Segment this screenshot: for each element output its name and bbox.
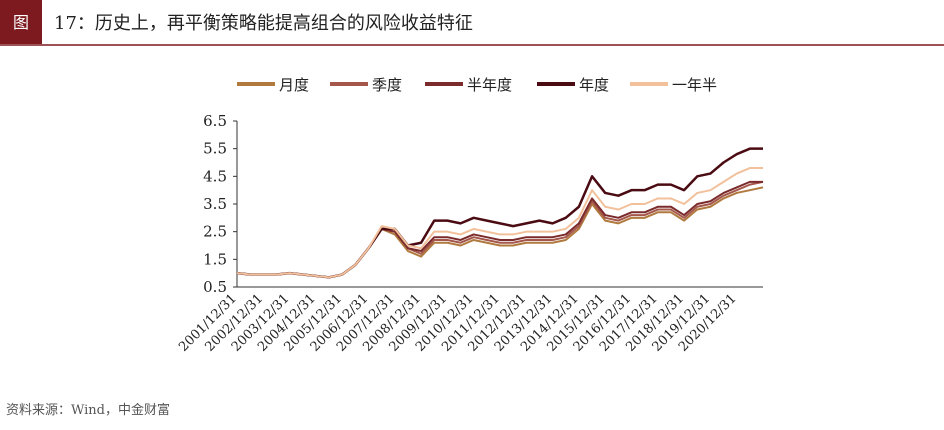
legend-label: 半年度: [467, 76, 512, 94]
series-line: [236, 167, 763, 279]
y-tick-label: 2.5: [203, 223, 227, 241]
legend-label: 季度: [372, 76, 402, 94]
badge-box: [0, 0, 42, 44]
y-tick-label: 0.5: [203, 278, 227, 296]
series-line: [236, 147, 763, 279]
source: 资料来源：Wind，中金财富: [6, 402, 170, 418]
y-tick-label: 4.5: [203, 167, 227, 185]
legend-label: 月度: [279, 76, 309, 94]
y-tick-label: 5.5: [203, 140, 227, 158]
legend-label: 年度: [579, 76, 609, 94]
y-tick-label: 1.5: [203, 250, 227, 268]
legend-label: 一年半: [672, 76, 717, 94]
y-tick-label: 3.5: [203, 195, 227, 213]
header-title: 17：历史上，再平衡策略能提高组合的风险收益特征: [54, 13, 473, 34]
series-line: [236, 180, 763, 279]
y-tick-label: 6.5: [203, 112, 227, 130]
badge: 图: [13, 13, 29, 32]
series-line: [236, 180, 764, 279]
series-line: [236, 186, 764, 279]
